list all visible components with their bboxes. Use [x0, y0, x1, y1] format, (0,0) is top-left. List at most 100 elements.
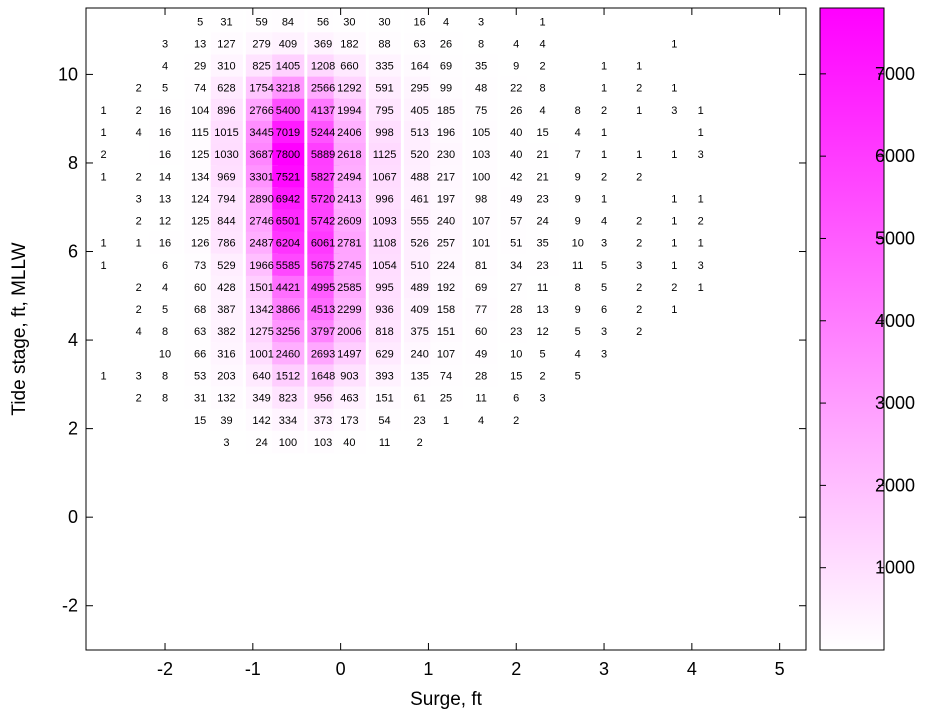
cell-value-label: 4995 [311, 282, 335, 294]
cell-value-label: 142 [252, 415, 270, 427]
heatmap-cell [333, 298, 366, 321]
heatmap-cell [684, 231, 717, 255]
heatmap-cell [307, 408, 340, 432]
cell-value-label: 4 [540, 105, 546, 117]
cell-value-label: 135 [410, 370, 428, 382]
cell-value-label: 16 [414, 16, 426, 28]
cell-value-label: 461 [410, 193, 428, 205]
cell-value-label: 5 [162, 83, 168, 95]
cell-value-label: 4 [162, 61, 168, 73]
cell-value-label: 1275 [249, 326, 273, 338]
heatmap-cell [430, 408, 463, 432]
heatmap-cell [368, 143, 401, 166]
heatmap-cell [333, 120, 366, 144]
cell-value-label: 310 [217, 61, 235, 73]
cell-value-label: 151 [437, 326, 455, 338]
heatmap-cell [588, 209, 621, 233]
heatmap-cell [403, 320, 437, 343]
heatmap-cell [210, 386, 243, 410]
heatmap-cell [122, 364, 156, 388]
cell-value-label: 28 [475, 370, 487, 382]
cell-value-label: 103 [314, 437, 332, 449]
cell-value-label: 5889 [311, 149, 335, 161]
cell-value-label: 61 [414, 393, 426, 405]
heatmap-cell [272, 364, 305, 388]
cell-value-label: 11 [379, 437, 390, 449]
cell-value-label: 4 [513, 38, 519, 50]
heatmap-cell [526, 10, 559, 33]
cell-value-label: 2 [636, 304, 642, 316]
heatmap-cell [210, 275, 243, 299]
cell-value-label: 13 [194, 38, 206, 50]
heatmap-cell [500, 275, 533, 299]
x-tick-label: -1 [245, 659, 261, 679]
cell-value-label: 69 [440, 61, 452, 73]
heatmap-cell [210, 408, 243, 432]
heatmap-cell [526, 54, 559, 78]
heatmap-cell [684, 98, 717, 122]
heatmap-cell [403, 98, 437, 122]
heatmap-cell [465, 275, 498, 299]
cell-value-label: 158 [437, 304, 455, 316]
cell-value-label: 6 [162, 260, 168, 272]
heatmap-cell [403, 120, 437, 144]
cell-value-label: 74 [440, 370, 452, 382]
heatmap-cell [465, 120, 498, 144]
heatmap-cell [526, 231, 559, 255]
heatmap-cell [149, 386, 182, 410]
heatmap-cell [465, 76, 498, 100]
heatmap-cell [272, 298, 305, 321]
cell-value-label: 23 [510, 326, 522, 338]
cell-value-label: 192 [437, 282, 455, 294]
heatmap-cell [307, 54, 340, 78]
cell-value-label: 2494 [337, 171, 361, 183]
heatmap-cell [87, 231, 120, 255]
cell-value-label: 35 [475, 61, 487, 73]
cell-value-label: 2 [417, 437, 423, 449]
heatmap-cell [333, 54, 366, 78]
cell-value-label: 375 [410, 326, 428, 338]
heatmap-cell [500, 408, 533, 432]
heatmap-cell [245, 320, 278, 343]
heatmap-cell [245, 98, 278, 122]
cell-value-label: 279 [252, 38, 270, 50]
heatmap-cell [500, 386, 533, 410]
cell-value-label: 24 [536, 216, 548, 228]
heatmap-cell [307, 120, 340, 144]
cell-value-label: 69 [475, 282, 487, 294]
heatmap-cell [184, 54, 217, 78]
heatmap-cell [588, 76, 621, 100]
cell-value-label: 103 [472, 149, 490, 161]
heatmap-cell [184, 275, 217, 299]
heatmap-cell [184, 298, 217, 321]
heatmap-cell [465, 187, 498, 211]
heatmap-cell [210, 320, 243, 343]
heatmap-cell [623, 209, 656, 233]
heatmap-cell [403, 386, 437, 410]
cell-value-label: 1 [698, 238, 704, 250]
heatmap-cell [210, 10, 243, 33]
heatmap-cell [272, 209, 305, 233]
cell-value-label: 39 [220, 415, 232, 427]
cell-value-label: 660 [340, 61, 358, 73]
heatmap-cell [122, 231, 156, 255]
cell-value-label: 66 [194, 348, 206, 360]
cell-value-label: 3 [698, 149, 704, 161]
cell-value-label: 2890 [249, 193, 273, 205]
cell-value-label: 2 [540, 370, 546, 382]
heatmap-cell [272, 76, 305, 100]
cell-value-label: 786 [217, 238, 235, 250]
cell-value-label: 6 [601, 304, 607, 316]
heatmap-cell [272, 386, 305, 410]
heatmap-cell [368, 430, 401, 454]
cell-value-label: 31 [194, 393, 206, 405]
colorbar-gradient [820, 8, 884, 650]
heatmap-cell [526, 275, 559, 299]
cell-value-label: 844 [217, 216, 235, 228]
heatmap-cell [403, 10, 437, 33]
heatmap-cell [245, 32, 278, 56]
cell-value-label: 1648 [311, 370, 335, 382]
y-tick-label: 6 [68, 242, 78, 262]
heatmap-cell [403, 32, 437, 56]
cell-value-label: 5 [575, 326, 581, 338]
